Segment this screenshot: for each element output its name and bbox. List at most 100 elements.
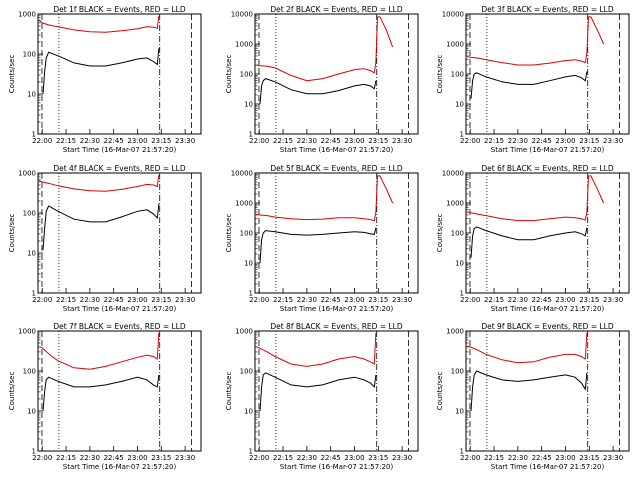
y-tick-label: 1 xyxy=(249,448,253,456)
series-line-events xyxy=(42,48,160,95)
x-tick-label: 23:15 xyxy=(151,137,171,145)
series-line-lld xyxy=(255,332,377,367)
series-line-lld xyxy=(38,174,160,192)
panel-title: Det 5f BLACK = Events, RED = LLD xyxy=(270,164,403,173)
y-tick-label: 100 xyxy=(451,71,464,79)
x-tick-label: 22:00 xyxy=(460,454,480,462)
x-tick-label: 23:00 xyxy=(127,137,147,145)
y-tick-label: 1000 xyxy=(18,11,36,19)
x-tick-label: 22:30 xyxy=(508,137,528,145)
x-tick-label: 22:00 xyxy=(249,296,269,304)
x-tick-label: 22:45 xyxy=(321,137,341,145)
y-tick-label: 1000 xyxy=(446,41,464,49)
y-tick-label: 100 xyxy=(240,71,253,79)
x-tick-label: 23:30 xyxy=(175,296,195,304)
series-line-lld xyxy=(466,16,605,66)
panel-title: Det 7f BLACK = Events, RED = LLD xyxy=(53,322,186,331)
panel-title: Det 3f BLACK = Events, RED = LLD xyxy=(481,5,614,14)
plot-frame xyxy=(254,13,419,135)
x-tick-label: 23:15 xyxy=(151,454,171,462)
detector-panel-5: Det 5f BLACK = Events, RED = LLD 1 10 100 10… xyxy=(225,164,419,313)
x-tick-label: 22:45 xyxy=(104,137,124,145)
x-tick-label: 22:00 xyxy=(460,137,480,145)
panel-title: Det 1f BLACK = Events, RED = LLD xyxy=(53,5,186,14)
y-tick-label: 10000 xyxy=(442,11,464,19)
series-line-events xyxy=(259,372,377,412)
x-tick-label: 22:15 xyxy=(56,454,76,462)
y-tick-label: 10 xyxy=(244,408,253,416)
x-axis-label: Start Time (16-Mar-07 21:57:20) xyxy=(491,463,605,471)
panel-title: Det 6f BLACK = Events, RED = LLD xyxy=(481,164,614,173)
x-tick-label: 22:30 xyxy=(508,296,528,304)
y-tick-label: 100 xyxy=(23,51,36,59)
x-tick-label: 23:30 xyxy=(175,454,195,462)
x-tick-label: 23:15 xyxy=(579,296,599,304)
x-tick-label: 22:30 xyxy=(297,454,317,462)
x-tick-label: 22:45 xyxy=(104,296,124,304)
series-line-events xyxy=(470,226,588,258)
detector-panel-4: Det 4f BLACK = Events, RED = LLD 1 10 100 10… xyxy=(8,164,202,313)
series-line-lld xyxy=(38,332,160,370)
x-tick-label: 23:00 xyxy=(344,296,364,304)
y-tick-label: 1 xyxy=(249,131,253,139)
y-tick-label: 1 xyxy=(460,131,464,139)
series-line-lld xyxy=(256,16,394,82)
x-tick-label: 23:15 xyxy=(579,454,599,462)
plot-frame xyxy=(254,330,419,452)
y-tick-label: 100 xyxy=(240,368,253,376)
plot-frame xyxy=(465,172,630,294)
x-tick-label: 23:15 xyxy=(151,296,171,304)
y-tick-label: 1000 xyxy=(446,328,464,336)
x-tick-label: 23:00 xyxy=(555,296,575,304)
x-tick-label: 22:30 xyxy=(297,137,317,145)
y-tick-label: 100 xyxy=(240,230,253,238)
detector-panel-3: Det 3f BLACK = Events, RED = LLD 1 10 100 10… xyxy=(436,5,630,154)
x-tick-label: 22:45 xyxy=(321,454,341,462)
detector-panel-2: Det 2f BLACK = Events, RED = LLD 1 10 100 10… xyxy=(225,5,419,154)
y-tick-label: 1000 xyxy=(235,41,253,49)
x-axis-label: Start Time (16-Mar-07 21:57:20) xyxy=(63,146,177,154)
x-tick-label: 23:00 xyxy=(555,137,575,145)
x-tick-label: 22:30 xyxy=(297,296,317,304)
y-tick-label: 100 xyxy=(23,368,36,376)
y-axis-label: Counts/sec xyxy=(225,372,233,411)
plot-frame xyxy=(465,330,630,452)
x-tick-label: 22:00 xyxy=(249,137,269,145)
series-line-events xyxy=(259,78,377,105)
y-tick-label: 1 xyxy=(32,448,36,456)
plot-frame xyxy=(465,13,630,135)
detector-panel-7: Det 7f BLACK = Events, RED = LLD 1 10 100 10… xyxy=(8,322,202,471)
x-axis-label: Start Time (16-Mar-07 21:57:20) xyxy=(491,146,605,154)
y-tick-label: 10000 xyxy=(231,170,253,178)
y-tick-label: 1 xyxy=(32,290,36,298)
plot-frame xyxy=(37,13,202,135)
y-tick-label: 100 xyxy=(451,368,464,376)
y-tick-label: 1 xyxy=(460,448,464,456)
y-tick-label: 100 xyxy=(23,210,36,218)
y-axis-label: Counts/sec xyxy=(8,55,16,94)
series-line-events xyxy=(259,227,377,264)
x-tick-label: 22:30 xyxy=(80,137,100,145)
x-tick-label: 23:00 xyxy=(127,296,147,304)
x-axis-label: Start Time (16-Mar-07 21:57:20) xyxy=(63,463,177,471)
y-tick-label: 1 xyxy=(32,131,36,139)
x-axis-label: Start Time (16-Mar-07 21:57:20) xyxy=(280,305,394,313)
x-tick-label: 22:15 xyxy=(484,454,504,462)
x-tick-label: 22:15 xyxy=(56,137,76,145)
y-tick-label: 10 xyxy=(244,260,253,268)
x-tick-label: 22:15 xyxy=(273,296,293,304)
x-tick-label: 22:15 xyxy=(484,137,504,145)
series-line-lld xyxy=(256,175,394,222)
y-tick-label: 10000 xyxy=(442,170,464,178)
y-tick-label: 10 xyxy=(27,250,36,258)
y-axis-label: Counts/sec xyxy=(436,55,444,94)
x-axis-label: Start Time (16-Mar-07 21:57:20) xyxy=(491,305,605,313)
panel-title: Det 9f BLACK = Events, RED = LLD xyxy=(481,322,614,331)
series-line-events xyxy=(470,71,588,99)
plot-frame xyxy=(37,172,202,294)
x-tick-label: 23:15 xyxy=(368,137,388,145)
y-tick-label: 1000 xyxy=(235,200,253,208)
x-tick-label: 22:00 xyxy=(32,454,52,462)
y-tick-label: 100 xyxy=(451,230,464,238)
